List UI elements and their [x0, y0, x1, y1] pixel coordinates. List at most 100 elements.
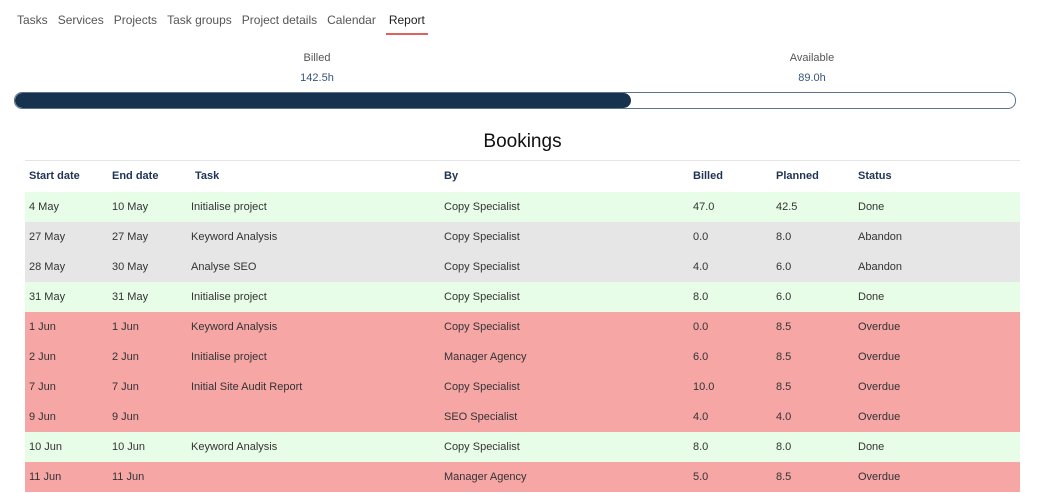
table-title: Bookings: [483, 131, 562, 152]
tab[interactable]: Calendar: [327, 13, 376, 27]
table-cell: 8.0: [693, 291, 709, 303]
table-cell: Copy Specialist: [444, 231, 520, 243]
table-cell: 8.5: [776, 351, 792, 363]
table-cell: 6.0: [693, 351, 709, 363]
table-cell: SEO Specialist: [444, 411, 518, 423]
billed-label: Billed: [303, 52, 331, 64]
table-cell: Overdue: [858, 381, 901, 393]
table-cell: Initialise project: [191, 201, 267, 213]
table-row: 4 May 10 May Initialise project Copy Specia…: [25, 192, 1020, 222]
tab[interactable]: Project details: [241, 13, 318, 27]
table-cell: 7 Jun: [112, 381, 139, 393]
table-cell: 10 Jun: [112, 441, 146, 453]
table-cell: 42.5: [776, 201, 798, 213]
table-cell: 47.0: [693, 201, 715, 213]
table-cell: 2 Jun: [29, 351, 56, 363]
table-cell: 8.0: [776, 231, 792, 243]
table-cell: Done: [858, 291, 885, 303]
table-cell: 8.0: [693, 441, 709, 453]
bookings-table: Start date End date Task By Billed Planned Sta…: [25, 160, 1020, 492]
column-header: Start date: [29, 170, 80, 182]
table-cell: Manager Agency: [444, 351, 527, 363]
table-cell: Copy Specialist: [444, 441, 520, 453]
column-header: Planned: [776, 170, 819, 182]
tab[interactable]: Projects: [113, 13, 158, 27]
table-cell: Manager Agency: [444, 471, 527, 483]
table-cell: 11 Jun: [29, 471, 62, 483]
table-cell: 30 May: [112, 261, 149, 273]
table-cell: Overdue: [858, 351, 901, 363]
tab[interactable]: Task groups: [167, 13, 232, 27]
table-cell: 0.0: [693, 231, 709, 243]
table-cell: 10.0: [693, 381, 715, 393]
table-cell: 11 Jun: [112, 471, 145, 483]
table-row: 2 Jun 2 Jun Initialise project Manager Agen…: [25, 342, 1020, 372]
table-cell: Done: [858, 441, 885, 453]
table-cell: 10 Jun: [29, 441, 63, 453]
table-cell: 8.5: [776, 321, 792, 333]
table-cell: 10 May: [112, 201, 149, 213]
table-cell: 9 Jun: [29, 411, 56, 423]
column-header: End date: [112, 170, 159, 182]
tab[interactable]: Services: [57, 13, 104, 27]
table-cell: Overdue: [858, 321, 901, 333]
table-row: 28 May 30 May Analyse SEO Copy Specialist 4.…: [25, 252, 1020, 282]
table-cell: Keyword Analysis: [191, 321, 278, 333]
table-row: 7 Jun 7 Jun Initial Site Audit Report Copy …: [25, 372, 1020, 402]
table-cell: 31 May: [112, 291, 149, 303]
table-cell: 28 May: [29, 261, 66, 273]
table-cell: Initial Site Audit Report: [191, 381, 303, 393]
available-value: 89.0h: [798, 72, 826, 84]
table-cell: 31 May: [29, 291, 66, 303]
table-cell: 4.0: [693, 411, 709, 423]
table-cell: Copy Specialist: [444, 201, 520, 213]
table-cell: Abandon: [858, 261, 903, 273]
table-row: 11 Jun 11 Jun Manager Agency 5.0 8.5 Overdue: [25, 462, 1020, 492]
table-cell: 1 Jun: [112, 321, 139, 333]
table-cell: Initialise project: [191, 291, 267, 303]
table-cell: Keyword Analysis: [191, 441, 278, 453]
table-cell: Abandon: [858, 231, 903, 243]
progress-bar: [14, 92, 1016, 109]
table-cell: 6.0: [776, 291, 792, 303]
table-cell: 9 Jun: [112, 411, 139, 423]
table-cell: 8.5: [776, 471, 792, 483]
table-cell: 5.0: [693, 471, 709, 483]
billed-fill: [15, 93, 631, 108]
table-cell: 8.5: [776, 381, 792, 393]
table-cell: Done: [858, 201, 885, 213]
table-cell: Analyse SEO: [191, 261, 257, 273]
header-row: Start date End date Task By Billed Planned Sta…: [25, 161, 1020, 192]
table-row: 31 May 31 May Initialise project Copy Speci…: [25, 282, 1020, 312]
table-cell: 27 May: [29, 231, 66, 243]
table-row: 10 Jun 10 Jun Keyword Analysis Copy Special…: [25, 432, 1020, 462]
available-label: Available: [789, 52, 835, 64]
table-cell: 7 Jun: [29, 381, 56, 393]
table-row: 9 Jun 9 Jun SEO Specialist 4.0 4.0 Overdue: [25, 402, 1020, 432]
table-cell: 6.0: [776, 261, 792, 273]
table-cell: Keyword Analysis: [191, 231, 278, 243]
table-cell: Initialise project: [191, 351, 267, 363]
column-header: Status: [858, 170, 892, 182]
tab[interactable]: Tasks: [17, 13, 48, 27]
table-cell: 4.0: [693, 261, 709, 273]
billed-value: 142.5h: [300, 72, 334, 84]
tab-bar: Tasks Services Projects Task groups Project …: [17, 13, 428, 35]
table-cell: 4 May: [29, 201, 59, 213]
table-cell: 1 Jun: [29, 321, 56, 333]
column-header: By: [444, 170, 459, 182]
column-header: Task: [195, 170, 220, 182]
column-header: Billed: [693, 170, 723, 182]
table-cell: 8.0: [776, 441, 792, 453]
table-cell: Copy Specialist: [444, 291, 520, 303]
table-cell: 2 Jun: [112, 351, 139, 363]
available-remainder: [631, 93, 1015, 108]
table-cell: 0.0: [693, 321, 709, 333]
tab[interactable]: Report: [385, 13, 428, 35]
table-row: 1 Jun 1 Jun Keyword Analysis Copy Specialis…: [25, 312, 1020, 342]
table-cell: 27 May: [112, 231, 149, 243]
table-row: 27 May 27 May Keyword Analysis Copy Special…: [25, 222, 1020, 252]
table-cell: Overdue: [858, 471, 901, 483]
table-cell: 4.0: [776, 411, 792, 423]
table-cell: Copy Specialist: [444, 381, 520, 393]
